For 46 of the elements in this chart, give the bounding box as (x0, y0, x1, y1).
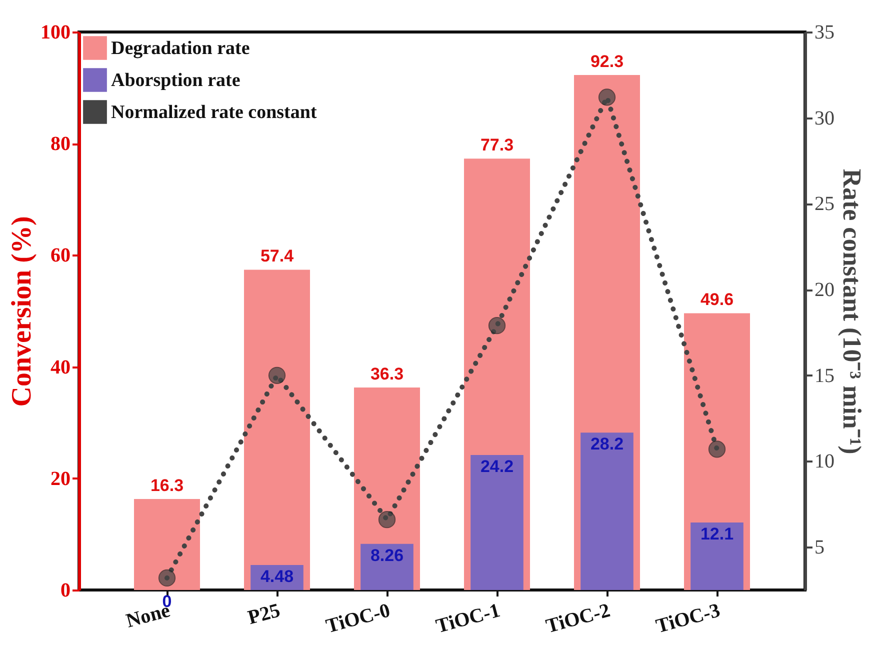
point (598, 88, 616, 106)
y-axis-title: Conversion (%) (6, 216, 38, 407)
data-label: 28.2 (590, 434, 624, 454)
y2-tick-label: 35 (814, 22, 834, 44)
y2-tick-label: 15 (814, 364, 834, 387)
bar (360, 544, 414, 590)
data-label: 12.1 (700, 524, 734, 544)
point (708, 440, 726, 458)
data-label: 24.2 (480, 456, 514, 476)
bar (470, 454, 524, 590)
legend-label: Degradation rate (111, 38, 250, 59)
x-tick-label: TiOC-1 (434, 600, 502, 638)
point (378, 511, 396, 528)
bar (580, 432, 634, 590)
y-tick-label: 20 (50, 468, 70, 490)
bar (134, 499, 200, 590)
y2-tick-label: 25 (814, 193, 834, 216)
data-label: 16.3 (150, 476, 184, 496)
x-tick-label: TiOC-0 (324, 600, 392, 638)
legend-label: Normalized rate constant (111, 102, 318, 123)
y-tick-label: 60 (50, 244, 70, 267)
y2-tick-label: 20 (814, 279, 834, 302)
y2-tick-label: 30 (814, 107, 834, 130)
data-label: 92.3 (590, 52, 624, 71)
y-tick-label: 80 (50, 133, 70, 156)
point (158, 569, 176, 587)
data-label: 77.3 (480, 136, 514, 155)
data-label: 8.26 (370, 546, 404, 565)
y-tick-label: 40 (50, 356, 70, 378)
y2-tick-label: 10 (814, 450, 834, 473)
x-tick-label: TiOC-3 (654, 600, 722, 638)
y2-tick-label: 5 (814, 536, 824, 559)
data-label: 36.3 (370, 364, 404, 384)
bar (244, 270, 310, 590)
x-tick-label: TiOC-2 (544, 600, 612, 638)
legend-label: Aborsption rate (111, 70, 240, 91)
x-tick-label: P25 (246, 600, 282, 630)
y-tick-label: 0 (60, 580, 70, 602)
bar (690, 522, 744, 590)
data-label: 49.6 (700, 290, 734, 310)
point (268, 366, 286, 384)
data-label: 4.48 (260, 567, 294, 586)
y2-axis-title: Rate constant (10⁻³ min⁻¹) (838, 168, 866, 454)
data-label: 57.4 (260, 246, 294, 266)
y-tick-label: 100 (40, 22, 70, 44)
point (488, 317, 506, 334)
